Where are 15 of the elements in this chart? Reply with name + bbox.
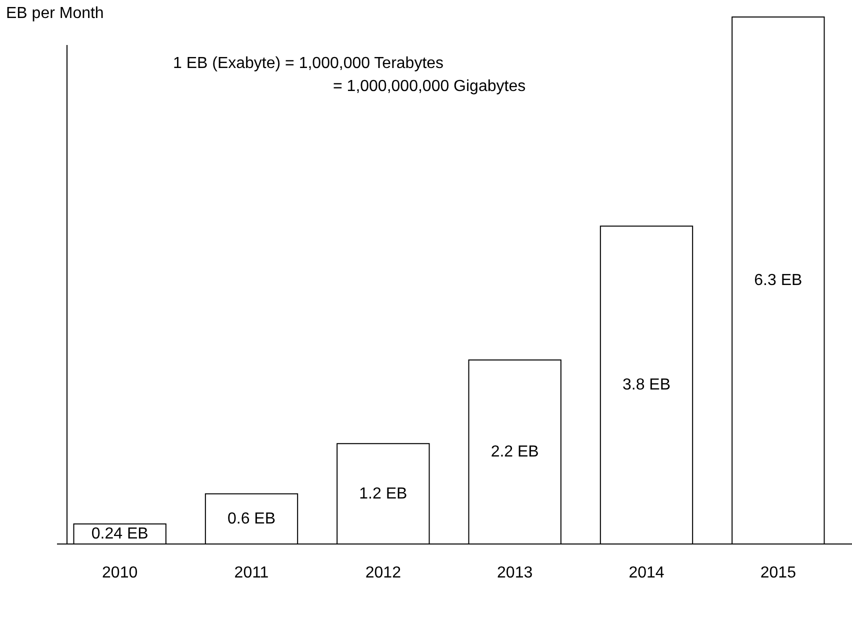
data-label: 0.6 EB <box>227 510 276 528</box>
x-tick-label: 2010 <box>102 564 138 582</box>
x-tick-label: 2011 <box>234 564 269 582</box>
data-label: 2.2 EB <box>490 443 539 460</box>
x-tick-label: 2012 <box>365 564 402 582</box>
data-label: 1.2 EB <box>359 485 408 502</box>
annotation: = 1,000,000,000 Gigabytes <box>333 78 526 95</box>
data-label: 0.24 EB <box>91 525 148 542</box>
data-label: 6.3 EB <box>754 272 802 289</box>
annotation: 1 EB (Exabyte) = 1,000,000 Terabytes <box>173 55 444 72</box>
x-tick-label: 2013 <box>497 564 533 582</box>
data-label: 3.8 EB <box>622 376 671 394</box>
x-tick-label: 2014 <box>628 564 664 582</box>
y-axis-title: EB per Month <box>6 5 104 22</box>
x-tick-label: 2015 <box>760 564 796 582</box>
